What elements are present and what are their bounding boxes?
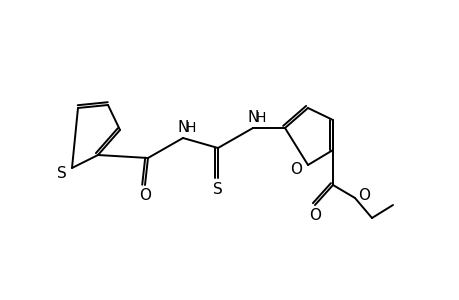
Text: O: O	[308, 208, 320, 224]
Text: O: O	[357, 188, 369, 202]
Text: O: O	[289, 163, 302, 178]
Text: N: N	[247, 110, 258, 125]
Text: S: S	[57, 166, 67, 181]
Text: S: S	[213, 182, 223, 196]
Text: H: H	[255, 111, 266, 125]
Text: O: O	[139, 188, 151, 202]
Text: N: N	[177, 121, 188, 136]
Text: H: H	[185, 121, 196, 135]
